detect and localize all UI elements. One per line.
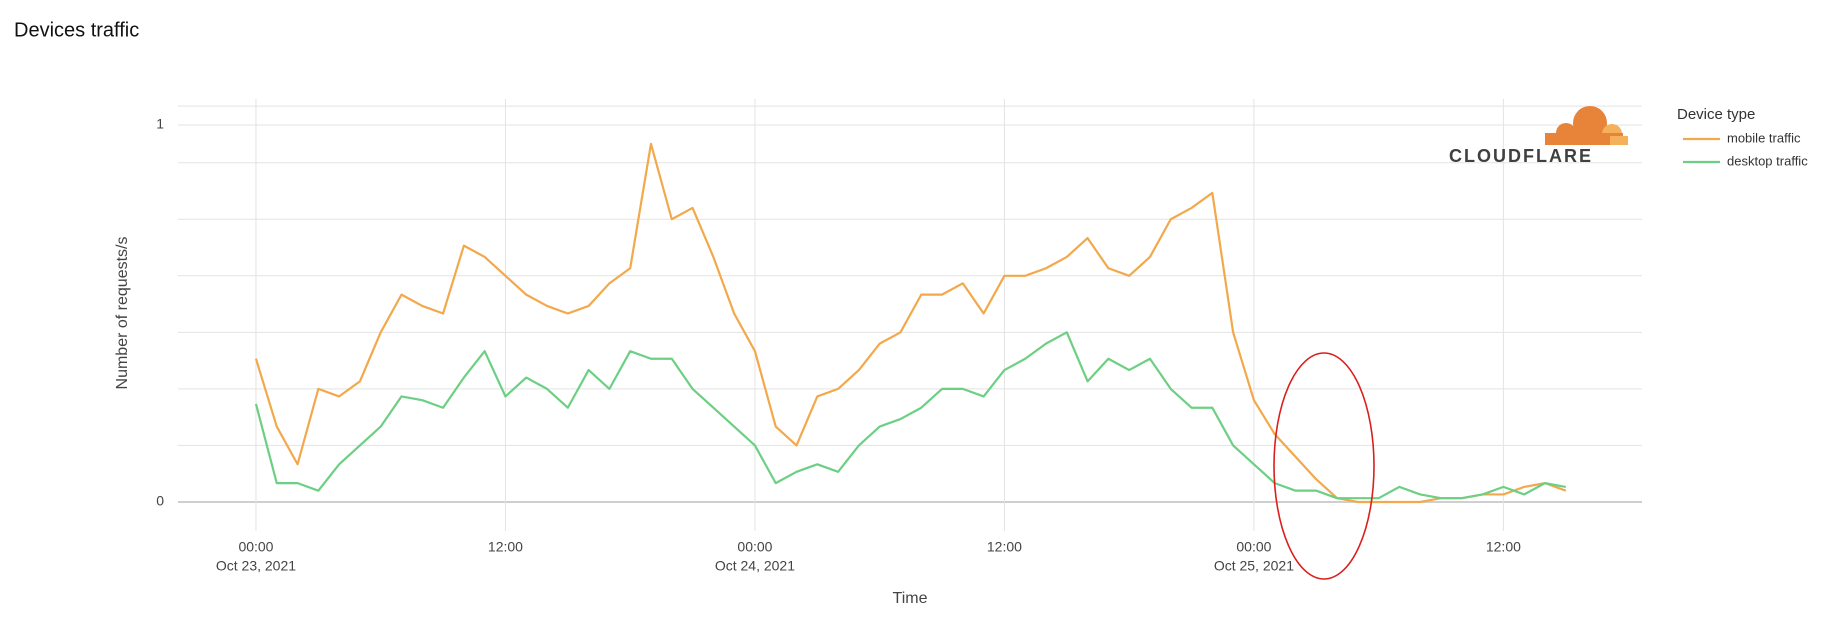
legend-label: desktop traffic: [1727, 153, 1808, 168]
x-tick-date: Oct 23, 2021: [216, 558, 296, 574]
series-line: [254, 142, 1567, 504]
series-line: [254, 331, 1566, 500]
logo-cloud: [1545, 133, 1623, 145]
lines: [254, 142, 1567, 504]
x-tick-date: Oct 24, 2021: [715, 558, 795, 574]
y-axis-title: Number of requests/s: [114, 237, 131, 390]
y-tick-label: 0: [156, 493, 164, 509]
legend-label: mobile traffic: [1727, 130, 1801, 145]
highlight-ellipse: [1273, 352, 1375, 580]
x-tick-label: 00:00: [737, 539, 772, 555]
logo-text: CLOUDFLARE: [1449, 146, 1593, 166]
chart-title: Devices traffic: [14, 19, 139, 41]
x-tick-label: 12:00: [1486, 539, 1521, 555]
grid: [178, 99, 1642, 531]
legend: mobile traffic desktop traffic: [1683, 130, 1808, 168]
logo-cloud: [1573, 106, 1607, 140]
x-tick-label: 00:00: [238, 539, 273, 555]
x-tick-label: 12:00: [987, 539, 1022, 555]
x-axis-title: Time: [893, 590, 928, 607]
x-tick-label: 00:00: [1236, 539, 1271, 555]
logo-cloud: [1610, 136, 1628, 145]
x-tick-label: 12:00: [488, 539, 523, 555]
y-tick-label: 1: [156, 116, 164, 132]
x-tick-date: Oct 25, 2021: [1214, 558, 1294, 574]
logo: CLOUDFLARE: [1449, 106, 1628, 166]
legend-title: Device type: [1677, 106, 1755, 123]
